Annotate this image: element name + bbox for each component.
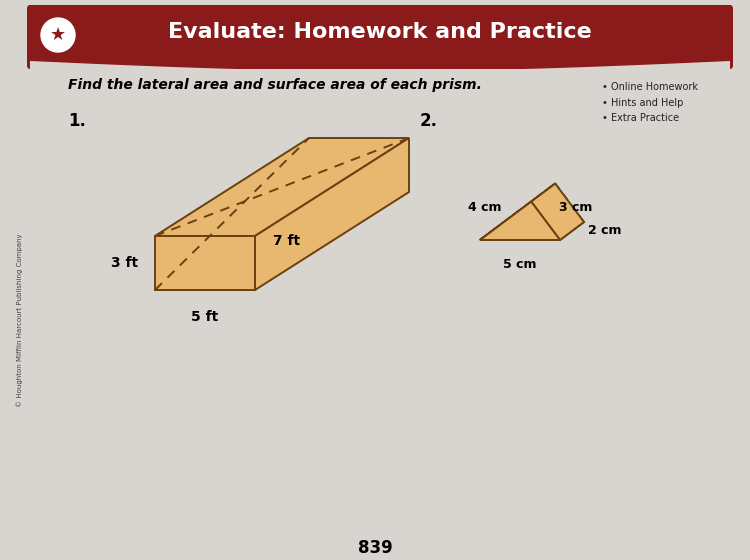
FancyBboxPatch shape <box>27 5 733 69</box>
Text: Find the lateral area and surface area of each prism.: Find the lateral area and surface area o… <box>68 78 482 92</box>
Text: 3 cm: 3 cm <box>560 201 592 214</box>
Polygon shape <box>531 184 584 240</box>
Text: 3 ft: 3 ft <box>112 256 139 270</box>
Circle shape <box>41 18 75 52</box>
Text: 2 cm: 2 cm <box>588 225 622 237</box>
Text: Evaluate: Homework and Practice: Evaluate: Homework and Practice <box>168 22 592 42</box>
Polygon shape <box>155 138 409 236</box>
Polygon shape <box>30 61 730 71</box>
Text: © Houghton Mifflin Harcourt Publishing Company: © Houghton Mifflin Harcourt Publishing C… <box>16 233 23 407</box>
Polygon shape <box>480 222 584 240</box>
Text: 5 cm: 5 cm <box>503 258 537 271</box>
Text: 7 ft: 7 ft <box>274 234 301 248</box>
Polygon shape <box>155 236 255 290</box>
Text: 4 cm: 4 cm <box>468 201 501 214</box>
Text: 1.: 1. <box>68 112 86 130</box>
Text: 839: 839 <box>358 539 392 557</box>
Polygon shape <box>480 202 560 240</box>
Text: 5 ft: 5 ft <box>191 310 219 324</box>
Polygon shape <box>255 138 409 290</box>
Text: • Online Homework
• Hints and Help
• Extra Practice: • Online Homework • Hints and Help • Ext… <box>602 82 698 123</box>
Text: 2.: 2. <box>420 112 438 130</box>
Polygon shape <box>480 184 555 240</box>
Text: ★: ★ <box>50 26 66 44</box>
